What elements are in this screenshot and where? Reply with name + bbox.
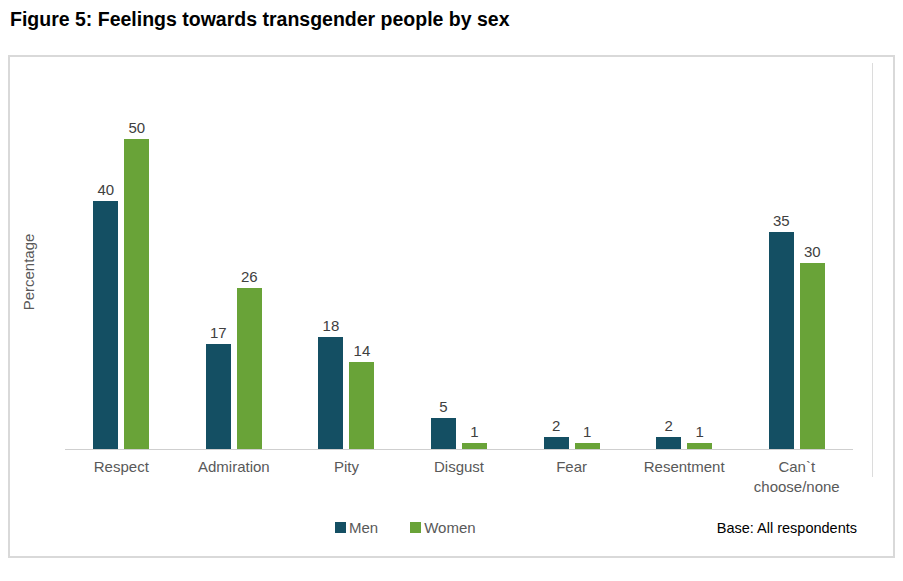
value-label-women: 26 [241,268,258,285]
bar-wrap-men: 18 [318,317,343,449]
bar-men [206,344,231,449]
category-group: 21 [515,57,628,449]
bar-wrap-men: 40 [93,181,118,449]
bar-men [769,232,794,449]
x-axis-category-label: Respect [65,457,178,496]
bar-women [124,139,149,449]
bar-women [237,288,262,449]
value-label-women: 14 [354,342,371,359]
value-label-men: 2 [665,417,673,434]
bars-region: 4050172618145121213530 [65,57,853,450]
bar-wrap-women: 26 [237,268,262,449]
x-axis-labels: RespectAdmirationPityDisgustFearResentme… [65,457,853,496]
bar-wrap-men: 35 [769,212,794,449]
value-label-men: 18 [323,317,340,334]
category-group: 40 50 [65,57,178,449]
bar-wrap-men: 17 [206,324,231,449]
category-group: 21 [628,57,741,449]
bar-women [462,443,487,449]
value-label-men: 17 [210,324,227,341]
x-axis-category-label: Fear [515,457,628,496]
legend-label-women: Women [424,519,475,536]
value-label-women: 1 [470,423,478,440]
value-label-women: 30 [804,243,821,260]
x-axis-category-label: Can`t choose/none [740,457,853,496]
x-axis-category-label: Admiration [178,457,291,496]
chart-container: Percentage 4050172618145121213530 Respec… [8,55,895,558]
bar-wrap-men: 2 [656,417,681,449]
bar-wrap-men: 2 [544,417,569,449]
value-label-women: 1 [583,423,591,440]
bar-men [431,418,456,449]
chart-footer: Men Women Base: All respondents [10,517,893,543]
figure-title: Figure 5: Feelings towards transgender p… [10,8,510,31]
legend-label-men: Men [349,519,378,536]
value-label-women: 1 [696,423,704,440]
bar-men [93,201,118,449]
value-label-women: 50 [128,119,145,136]
value-label-men: 2 [552,417,560,434]
legend-item-women: Women [410,519,475,536]
legend-item-men: Men [335,519,378,536]
value-label-men: 35 [773,212,790,229]
legend-swatch-men [335,522,346,533]
bar-wrap-women: 1 [575,423,600,449]
bar-wrap-women: 1 [687,423,712,449]
plot-area: 4050172618145121213530 RespectAdmiration… [65,57,853,496]
y-axis-label: Percentage [20,234,37,311]
base-note: Base: All respondents [717,520,857,536]
x-axis-category-label: Disgust [403,457,516,496]
value-label-men: 40 [97,181,114,198]
plot-right-border-line [872,63,873,477]
bar-women [349,362,374,449]
legend: Men Women [335,519,476,536]
x-axis-category-label: Pity [290,457,403,496]
bar-women [575,443,600,449]
x-axis-category-label: Resentment [628,457,741,496]
category-group: 51 [403,57,516,449]
bar-wrap-women: 1 [462,423,487,449]
bar-women [687,443,712,449]
value-label-men: 5 [439,398,447,415]
bar-wrap-women: 14 [349,342,374,449]
bar-wrap-women: 50 [124,119,149,449]
category-group: 35 30 [740,57,853,449]
legend-swatch-women [410,522,421,533]
bar-men [656,437,681,449]
bar-men [544,437,569,449]
bar-wrap-women: 30 [800,243,825,449]
bar-men [318,337,343,449]
bar-wrap-men: 5 [431,398,456,449]
bar-women [800,263,825,449]
category-group: 1726 [178,57,291,449]
category-group: 1814 [290,57,403,449]
